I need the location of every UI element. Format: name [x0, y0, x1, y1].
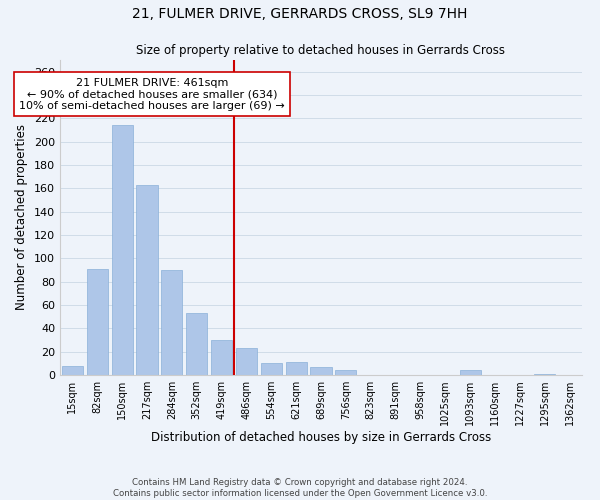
Bar [236, 348, 257, 375]
Bar [186, 313, 207, 375]
Bar [310, 367, 332, 375]
Text: 21, FULMER DRIVE, GERRARDS CROSS, SL9 7HH: 21, FULMER DRIVE, GERRARDS CROSS, SL9 7H… [133, 8, 467, 22]
Bar [161, 270, 182, 375]
Bar [286, 362, 307, 375]
Bar [534, 374, 555, 375]
Text: Contains HM Land Registry data © Crown copyright and database right 2024.
Contai: Contains HM Land Registry data © Crown c… [113, 478, 487, 498]
Title: Size of property relative to detached houses in Gerrards Cross: Size of property relative to detached ho… [137, 44, 505, 58]
Bar [136, 185, 158, 375]
Bar [261, 364, 282, 375]
Bar [112, 126, 133, 375]
X-axis label: Distribution of detached houses by size in Gerrards Cross: Distribution of detached houses by size … [151, 431, 491, 444]
Bar [62, 366, 83, 375]
Text: 21 FULMER DRIVE: 461sqm
← 90% of detached houses are smaller (634)
10% of semi-d: 21 FULMER DRIVE: 461sqm ← 90% of detache… [19, 78, 285, 110]
Bar [460, 370, 481, 375]
Bar [87, 269, 108, 375]
Bar [335, 370, 356, 375]
Bar [211, 340, 232, 375]
Y-axis label: Number of detached properties: Number of detached properties [16, 124, 28, 310]
